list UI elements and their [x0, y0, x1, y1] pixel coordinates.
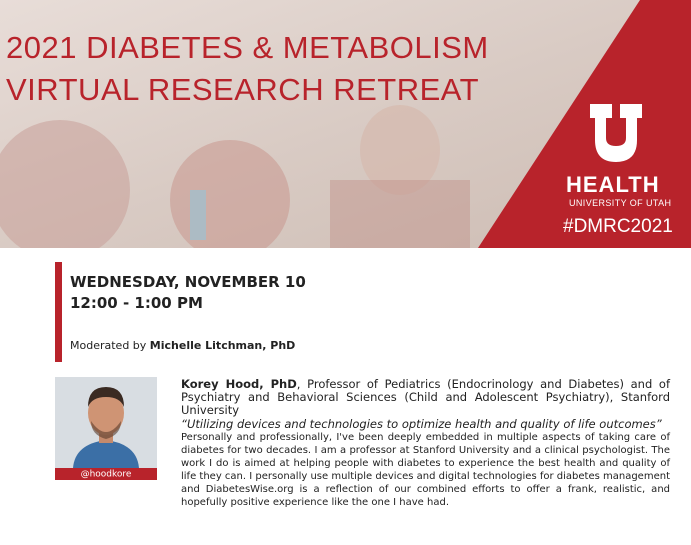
speaker-text: Korey Hood, PhD, Professor of Pediatrics… — [181, 378, 670, 509]
logo-subtitle: UNIVERSITY OF UTAH — [569, 198, 672, 208]
event-date: WEDNESDAY, NOVEMBER 10 — [70, 273, 306, 291]
speaker-name: Korey Hood, PhD — [181, 377, 297, 391]
title-line: VIRTUAL RESEARCH RETREAT — [6, 72, 480, 107]
title-line: 2021 DIABETES & METABOLISM — [6, 30, 489, 65]
event-time: 12:00 - 1:00 PM — [70, 294, 203, 312]
logo-name: HEALTH — [566, 172, 660, 197]
moderator-line: Moderated by Michelle Litchman, PhD — [70, 339, 295, 352]
speaker-photo: @hoodkore — [55, 377, 157, 480]
moderator-prefix: Moderated by — [70, 339, 147, 352]
accent-bar — [55, 262, 62, 362]
speaker-affiliation: , Professor of Pediatrics (Endocrinology… — [181, 377, 670, 417]
header-image — [0, 0, 691, 248]
speaker-bio: Personally and professionally, I've been… — [181, 432, 670, 508]
speaker-handle: @hoodkore — [81, 470, 132, 480]
speaker-heading: Korey Hood, PhD, Professor of Pediatrics… — [181, 378, 670, 417]
talk-title: “Utilizing devices and technologies to o… — [181, 417, 662, 431]
moderator: Michelle Litchman, PhD — [149, 339, 296, 352]
hashtag: #DMRC2021 — [563, 216, 673, 237]
